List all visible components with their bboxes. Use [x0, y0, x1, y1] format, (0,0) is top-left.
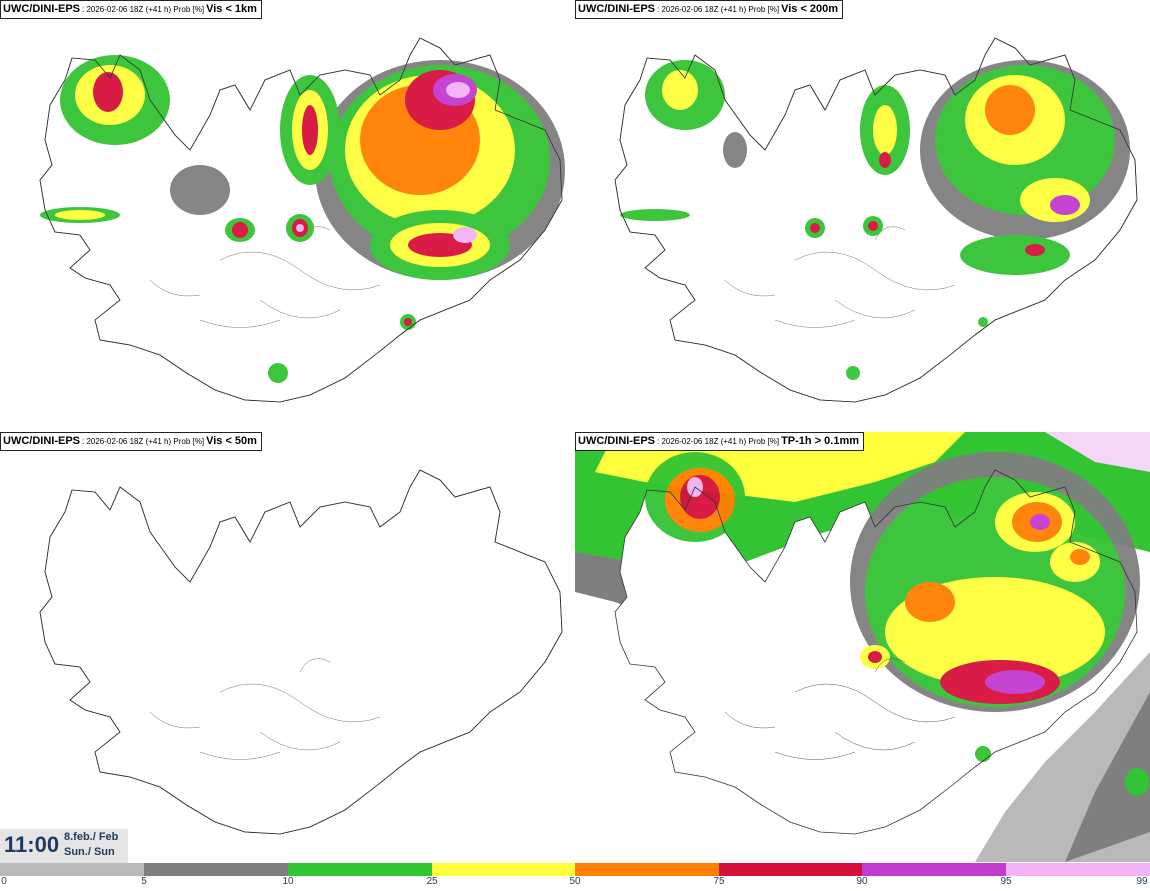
panel-title: UWC/DINI-EPS: 2026-02-06 18Z (+41 h) Pro… [575, 432, 865, 451]
valid-date-line2: Sun./ Sun [64, 846, 115, 858]
panel-title: UWC/DINI-EPS: 2026-02-06 18Z (+41 h) Pro… [575, 0, 844, 19]
colorbar-tick: 0 [1, 876, 7, 887]
colorbar-tick: 90 [856, 876, 868, 887]
colorbar-segment [719, 863, 862, 876]
map-vis-50m [39, 469, 563, 835]
colorbar-tick: 10 [282, 876, 294, 887]
panel-variable: Vis < 1km [206, 3, 257, 15]
colorbar-tick: 99 [1136, 876, 1148, 887]
valid-time-box: 11:00 8.feb./ Feb Sun./ Sun [0, 829, 128, 863]
colorbar-tick: 95 [1000, 876, 1012, 887]
colorbar-segment [1006, 863, 1150, 876]
map-precip [575, 432, 1150, 862]
panel-title: UWC/DINI-EPS: 2026-02-06 18Z (+41 h) Pro… [0, 432, 262, 451]
panel-source: UWC/DINI-EPS [578, 3, 655, 15]
panel-info: : 2026-02-06 18Z (+41 h) Prob [%] [657, 437, 780, 446]
panel-variable: Vis < 200m [781, 3, 839, 15]
map-panel-precip: UWC/DINI-EPS: 2026-02-06 18Z (+41 h) Pro… [575, 432, 1150, 862]
colorbar-segment [0, 863, 144, 876]
panel-variable: Vis < 50m [206, 435, 257, 447]
panel-info: : 2026-02-06 18Z (+41 h) Prob [%] [82, 5, 205, 14]
valid-time: 11:00 [4, 832, 60, 857]
panel-source: UWC/DINI-EPS [578, 435, 655, 447]
map-panel-vis-200m: UWC/DINI-EPS: 2026-02-06 18Z (+41 h) Pro… [575, 0, 1150, 430]
colorbar-segment [432, 863, 575, 876]
panel-variable: TP-1h > 0.1mm [781, 435, 860, 447]
map-panel-vis-1km: UWC/DINI-EPS: 2026-02-06 18Z (+41 h) Pro… [0, 0, 575, 430]
colorbar-tick: 75 [713, 876, 725, 887]
panel-title: UWC/DINI-EPS: 2026-02-06 18Z (+41 h) Pro… [0, 0, 262, 19]
panel-info: : 2026-02-06 18Z (+41 h) Prob [%] [82, 437, 205, 446]
panel-source: UWC/DINI-EPS [3, 3, 80, 15]
map-vis-200m [614, 37, 1138, 403]
valid-date-line1: 8.feb./ Feb [64, 831, 119, 843]
map-vis-1km [39, 37, 565, 403]
colorbar-tick: 25 [426, 876, 438, 887]
colorbar-segment [288, 863, 432, 876]
colorbar-segment [144, 863, 288, 876]
map-panel-vis-50m: UWC/DINI-EPS: 2026-02-06 18Z (+41 h) Pro… [0, 432, 575, 862]
colorbar-tick: 5 [141, 876, 147, 887]
panel-info: : 2026-02-06 18Z (+41 h) Prob [%] [657, 5, 780, 14]
colorbar-segment [575, 863, 719, 876]
panel-source: UWC/DINI-EPS [3, 435, 80, 447]
colorbar-legend: 0 5 10 25 50 75 90 95 99 [0, 862, 1150, 891]
colorbar-tick: 50 [569, 876, 581, 887]
colorbar-segment [862, 863, 1006, 876]
